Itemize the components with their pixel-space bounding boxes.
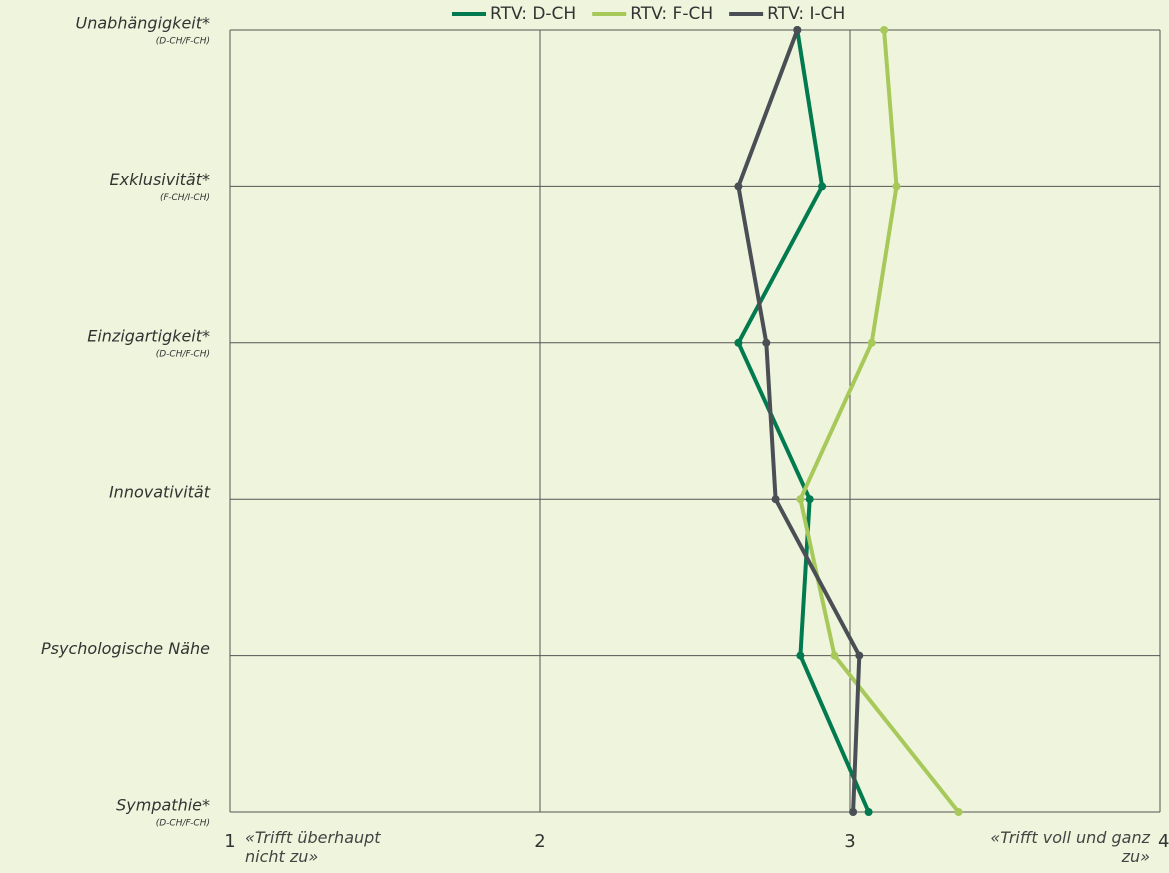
category-sublabel: (D-CH/F-CH) — [156, 819, 210, 829]
data-point — [867, 338, 876, 347]
data-point — [796, 495, 805, 504]
x-tick-label: 3 — [844, 831, 855, 852]
legend-label: RTV: I-CH — [767, 4, 845, 24]
series-line — [798, 29, 961, 814]
series-line — [736, 29, 862, 813]
data-point — [880, 26, 889, 34]
x-tick-label: 1 — [224, 831, 235, 852]
category-label: Innovativität — [109, 483, 211, 502]
category-sublabel: (F-CH/I-CH) — [160, 193, 210, 203]
legend-label: RTV: F-CH — [630, 4, 713, 24]
data-point — [734, 182, 743, 191]
x-tick-label: 4 — [1158, 831, 1169, 852]
category-label: Unabhängigkeit* — [76, 14, 210, 33]
data-point — [849, 808, 858, 816]
annotation: «Trifft überhaupt nicht zu» — [245, 828, 381, 866]
category-label: Psychologische Nähe — [41, 639, 210, 658]
data-point — [762, 338, 771, 347]
data-point — [855, 651, 864, 660]
data-point — [796, 651, 805, 660]
data-point — [864, 808, 873, 816]
data-point — [793, 26, 802, 34]
category-label: Exklusivität* — [110, 170, 210, 189]
data-point — [892, 182, 901, 191]
x-tick-label: 2 — [534, 831, 545, 852]
data-point — [805, 495, 814, 504]
data-point — [818, 182, 827, 191]
annotation: «Trifft voll und ganz zu» — [990, 828, 1150, 866]
legend-label: RTV: D-CH — [490, 4, 576, 24]
category-sublabel: (D-CH/F-CH) — [156, 349, 210, 359]
data-point — [954, 808, 963, 816]
series-line — [736, 29, 871, 813]
category-label: Einzigartigkeit* — [87, 326, 210, 345]
category-sublabel: (D-CH/F-CH) — [156, 37, 210, 47]
category-label: Sympathie* — [116, 796, 210, 815]
data-point — [734, 338, 743, 347]
data-point — [830, 651, 839, 660]
data-point — [771, 495, 780, 504]
